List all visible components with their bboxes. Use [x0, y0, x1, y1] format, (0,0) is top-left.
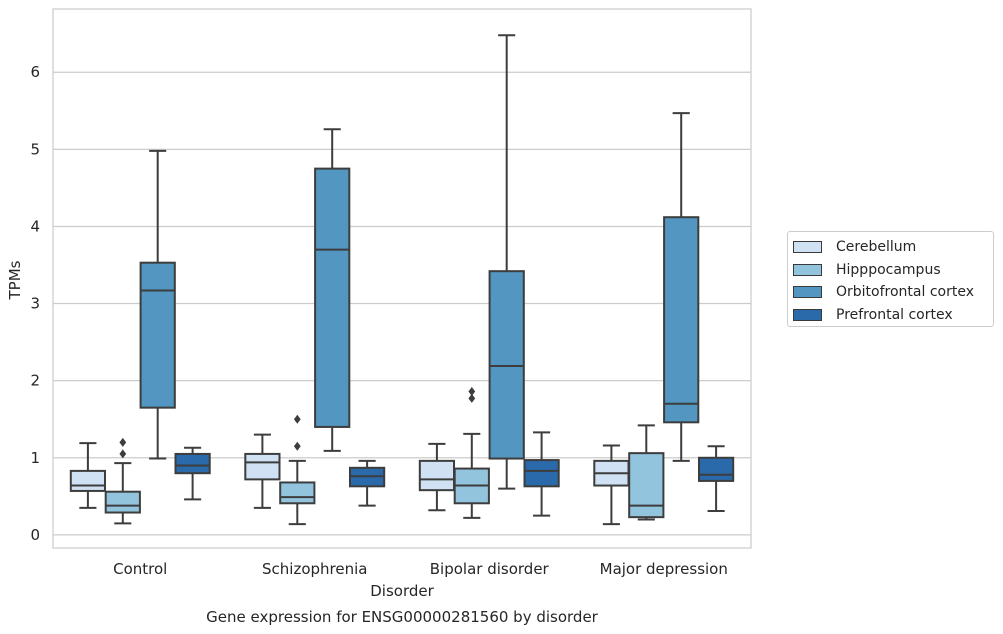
box-orbitofrontal-cortex: [488, 34, 525, 490]
box-orbitofrontal-cortex: [663, 112, 700, 462]
legend-item-cerebellum: Cerebellum: [792, 236, 993, 259]
box-iqr: [279, 481, 316, 505]
legend-item-prefrontal-cortex: Prefrontal cortex: [792, 304, 993, 327]
box-iqr: [174, 452, 211, 475]
legend-label-cerebellum: Cerebellum: [836, 239, 917, 256]
x-tick-label: Schizophrenia: [262, 560, 367, 578]
box-hipppocampus: [453, 386, 490, 519]
legend-label-prefrontal-cortex: Prefrontal cortex: [836, 306, 953, 323]
box-iqr: [628, 452, 665, 519]
box-cerebellum: [244, 433, 281, 509]
legend-label-orbitofrontal-cortex: Orbitofrontal cortex: [836, 284, 974, 301]
legend-item-hippocampus: Hipppocampus: [792, 259, 993, 282]
legend-swatch-cerebellum: [793, 241, 822, 254]
x-tick-label: Bipolar disorder: [430, 560, 550, 578]
outlier-point: [119, 437, 127, 447]
box-cerebellum: [69, 442, 107, 509]
box-iqr: [104, 490, 141, 514]
box-cerebellum: [593, 444, 630, 526]
box-iqr: [244, 452, 281, 481]
legend-item-orbitofrontal-cortex: Orbitofrontal cortex: [792, 281, 993, 304]
y-tick-label: 2: [30, 372, 40, 390]
box-orbitofrontal-cortex: [139, 149, 176, 460]
x-axis-label: Disorder: [370, 582, 434, 600]
legend: Cerebellum Hipppocampus Orbitofrontal co…: [787, 231, 994, 327]
y-tick-label: 0: [30, 526, 40, 544]
legend-swatch-hippocampus: [793, 263, 822, 276]
outlier-point: [119, 449, 127, 459]
box-iqr: [523, 459, 560, 488]
box-iqr: [139, 261, 176, 409]
y-tick-label: 1: [30, 449, 40, 467]
x-tick-label: Major depression: [600, 560, 728, 578]
box-prefrontal-cortex: [348, 459, 386, 507]
y-axis-label: TPMs: [6, 260, 24, 300]
box-prefrontal-cortex: [697, 445, 735, 512]
box-iqr: [314, 167, 351, 428]
plot-frame: [52, 8, 752, 549]
box-iqr: [418, 459, 456, 492]
y-tick-label: 4: [30, 217, 40, 235]
outlier-point: [293, 441, 301, 451]
box-hipppocampus: [104, 437, 141, 525]
x-tick-label: Control: [113, 560, 167, 578]
box-prefrontal-cortex: [523, 431, 560, 517]
box-hipppocampus: [628, 424, 665, 521]
x-tick-labels: Control Schizophrenia Bipolar disorder Majo…: [113, 560, 728, 578]
box-orbitofrontal-cortex: [314, 128, 351, 452]
y-tick-labels: 0 1 2 3 4 5 6: [30, 63, 40, 544]
box-iqr: [697, 456, 735, 482]
box-cerebellum: [418, 442, 456, 512]
legend-swatch-orbitofrontal-cortex: [793, 286, 822, 299]
box-layer: [69, 34, 735, 526]
y-tick-label: 3: [30, 295, 40, 313]
chart-title: Gene expression for ENSG00000281560 by d…: [206, 608, 599, 626]
box-hipppocampus: [279, 414, 316, 526]
outlier-point: [468, 386, 476, 396]
legend-label-hippocampus: Hipppocampus: [836, 261, 941, 278]
outlier-point: [468, 393, 476, 403]
box-prefrontal-cortex: [174, 446, 211, 501]
box-iqr: [488, 270, 525, 460]
y-tick-label: 5: [30, 140, 40, 158]
outlier-point: [293, 414, 301, 424]
legend-swatch-prefrontal-cortex: [793, 308, 822, 321]
box-iqr: [69, 469, 107, 492]
box-iqr: [663, 216, 700, 424]
y-tick-label: 6: [30, 63, 40, 81]
